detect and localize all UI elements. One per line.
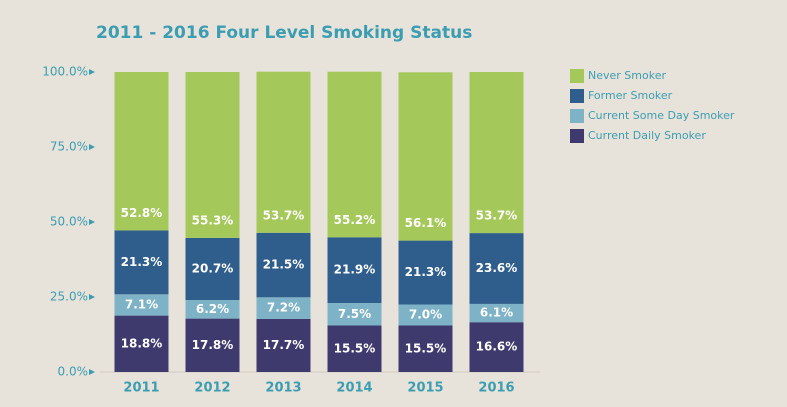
value-label: 53.7%	[476, 209, 518, 223]
legend-label: Former Smoker	[588, 89, 673, 102]
x-tick-label: 2014	[336, 381, 372, 396]
y-tick-label: 25.0%	[50, 290, 88, 304]
x-tick-label: 2012	[194, 381, 230, 396]
bar-segment	[185, 300, 240, 319]
value-label: 55.2%	[334, 213, 376, 227]
legend-label: Never Smoker	[588, 69, 666, 82]
bar-segment	[398, 240, 453, 305]
bar-segment	[185, 318, 240, 372]
x-tick-label: 2015	[407, 381, 443, 396]
value-label: 7.0%	[409, 308, 442, 322]
bar-segment	[256, 297, 311, 319]
value-label: 7.2%	[267, 301, 300, 315]
value-label: 6.1%	[480, 306, 513, 320]
legend-label: Current Daily Smoker	[588, 129, 706, 142]
legend-swatch	[570, 109, 584, 123]
bar-segment	[114, 315, 169, 372]
value-label: 16.6%	[476, 340, 518, 354]
value-label: 21.3%	[405, 265, 447, 279]
legend-label: Current Some Day Smoker	[588, 109, 735, 122]
y-tick-mark	[89, 144, 95, 150]
value-label: 53.7%	[263, 208, 305, 222]
bar-segment	[256, 71, 311, 233]
value-label: 21.9%	[334, 263, 376, 277]
value-label: 18.8%	[121, 336, 163, 350]
bar-segment	[114, 294, 169, 316]
bar-segment	[185, 237, 240, 300]
bar-segment	[114, 230, 169, 295]
y-tick-mark	[89, 219, 95, 225]
bar-segment	[327, 237, 382, 303]
value-label: 21.3%	[121, 255, 163, 269]
y-tick-label: 50.0%	[50, 215, 88, 229]
x-tick-label: 2011	[123, 381, 159, 396]
value-label: 15.5%	[405, 341, 447, 355]
y-tick-label: 75.0%	[50, 140, 88, 154]
value-label: 56.1%	[405, 216, 447, 230]
legend-swatch	[570, 129, 584, 143]
value-label: 7.1%	[125, 297, 158, 311]
bar-segment	[256, 318, 311, 372]
bar-segment	[398, 325, 453, 372]
bar-segment	[398, 72, 453, 241]
bar-segment	[114, 72, 169, 231]
chart-title: 2011 - 2016 Four Level Smoking Status	[96, 23, 472, 43]
bar-segment	[469, 303, 524, 323]
bar-segment	[327, 71, 382, 238]
legend-swatch	[570, 89, 584, 103]
x-tick-label: 2016	[478, 381, 514, 396]
legend-swatch	[570, 69, 584, 83]
value-label: 15.5%	[334, 341, 376, 355]
y-tick-mark	[89, 69, 95, 75]
value-label: 6.2%	[196, 302, 229, 316]
bar-segment	[256, 232, 311, 298]
value-label: 52.8%	[121, 206, 163, 220]
value-label: 17.7%	[263, 338, 305, 352]
bar-segment	[469, 322, 524, 372]
y-tick-mark	[89, 369, 95, 375]
value-label: 7.5%	[338, 307, 371, 321]
value-label: 20.7%	[192, 261, 234, 275]
value-label: 17.8%	[192, 338, 234, 352]
bar-segment	[185, 72, 240, 238]
y-tick-label: 100.0%	[42, 65, 88, 79]
y-tick-mark	[89, 294, 95, 300]
bar-segment	[469, 233, 524, 304]
bar-segment	[469, 72, 524, 234]
x-tick-label: 2013	[265, 381, 301, 396]
value-label: 23.6%	[476, 261, 518, 275]
bar-segment	[398, 304, 453, 326]
value-label: 21.5%	[263, 258, 305, 272]
y-tick-label: 0.0%	[58, 365, 89, 379]
value-label: 55.3%	[192, 213, 234, 227]
bar-segment	[327, 303, 382, 326]
bar-segment	[327, 325, 382, 372]
